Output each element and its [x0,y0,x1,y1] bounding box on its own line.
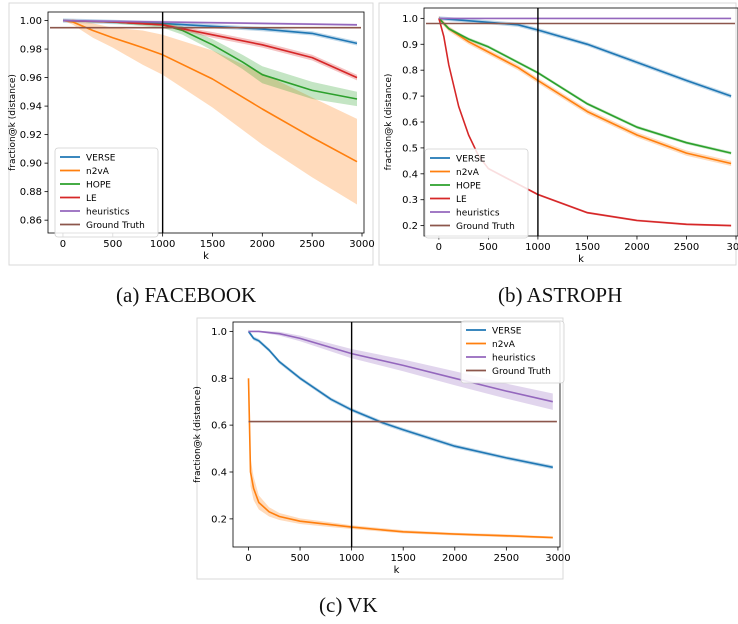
caption-facebook: (a) FACEBOOK [116,283,257,307]
x-tick-label: 1000 [339,553,364,564]
x-tick-label: 1000 [150,239,175,250]
legend-entry: Ground Truth [492,367,551,377]
x-axis-label: k [394,565,400,576]
x-tick-label: 1500 [200,239,225,250]
x-axis-label: k [578,254,584,265]
y-tick-label: 0.86 [20,216,42,227]
x-tick-label: 2500 [299,239,324,250]
y-axis-label: fraction@k (distance) [384,74,394,171]
legend: VERSE n2vA HOPE LE heuristics Ground Truth [424,148,529,239]
caption-vk: (c) VK [319,593,378,617]
y-tick-label: 0.6 [211,421,227,432]
y-tick-label: 0.94 [20,102,42,113]
y-tick-label: 0.6 [402,118,418,129]
legend-entry: VERSE [456,155,486,165]
chart-vk: 0 500 1000 1500 2000 2500 3000 0.2 0.4 0.6 0.8 1.0 k… [193,317,571,580]
chart-facebook: 0 500 1000 1500 2000 2500 3000 0.86 0.88 0.90 0.92… [8,2,375,266]
x-tick-label: 300 [726,242,738,253]
legend-entry: LE [456,195,467,205]
series-line-hope [438,17,732,154]
y-tick-label: 1.0 [402,14,418,25]
x-tick-label: 1000 [525,242,550,253]
series-band-hope [63,20,357,107]
x-tick-label: 3000 [349,239,374,250]
series-band-heuristics [248,330,553,410]
figure-frame [196,317,564,580]
y-axis-label: fraction@k (distance) [193,386,203,483]
x-tick-label: 500 [291,553,310,564]
x-tick-label: 2000 [250,239,275,250]
legend-entry: LE [86,194,97,204]
y-tick-label: 0.90 [20,159,42,170]
y-tick-label: 1.0 [211,327,227,338]
figure-frame [378,2,737,266]
legend: VERSE n2vA HOPE LE heuristics Ground Truth [54,147,159,238]
y-tick-label: 1.00 [20,16,42,27]
legend-entry: heuristics [492,354,536,364]
y-tick-label: 0.2 [211,514,227,525]
x-tick-label: 0 [436,242,442,253]
x-tick-label: 500 [479,242,498,253]
x-tick-label: 0 [60,239,66,250]
y-tick-label: 0.88 [20,187,42,198]
series-line-heuristics [62,19,358,26]
series-line-n2va [247,378,553,539]
x-tick-label: 2000 [624,242,649,253]
y-tick-label: 0.92 [20,130,42,141]
y-tick-label: 0.8 [211,374,227,385]
legend-entry: Ground Truth [456,222,515,232]
series-band-verse [438,16,732,99]
legend-entry: Ground Truth [86,221,145,231]
x-tick-label: 1500 [390,553,415,564]
x-tick-label: 2000 [442,553,467,564]
x-tick-label: 2500 [674,242,699,253]
series-line-verse [247,330,553,469]
y-tick-label: 0.5 [402,143,418,154]
x-axis-label: k [203,251,209,262]
legend-entry: n2vA [86,167,110,177]
x-tick-label: 1500 [575,242,600,253]
series-line-n2va [438,17,732,165]
axes-frame [47,11,365,234]
y-tick-label: 0.98 [20,45,42,56]
y-tick-label: 0.7 [402,92,418,103]
legend-entry: n2vA [492,340,516,350]
legend-entry: n2vA [456,168,480,178]
legend-entry: heuristics [456,209,500,219]
x-tick-label: 2500 [494,553,519,564]
chart-astroph: 0 500 1000 1500 2000 2500 300 0.2 0.3 0.4 0.5 0.6 0.… [378,2,738,266]
y-axis-label: fraction@k (distance) [8,74,18,171]
x-tick-label: 500 [103,239,122,250]
legend-entry: HOPE [86,181,111,191]
y-tick-label: 0.96 [20,73,42,84]
series-band-n2va [63,19,357,205]
legend-entry: VERSE [492,327,522,337]
x-tick-label: 0 [245,553,251,564]
legend-entry: VERSE [86,154,116,164]
y-tick-label: 0.2 [402,221,418,232]
y-tick-label: 0.9 [402,40,418,51]
caption-astroph: (b) ASTROPH [498,283,623,307]
y-tick-label: 0.4 [211,468,227,479]
legend: VERSE n2vA heuristics Ground Truth [460,320,565,384]
legend-entry: heuristics [86,208,130,218]
series-band-le [63,20,357,81]
y-tick-label: 0.8 [402,66,418,77]
series-line-n2va [62,19,358,163]
series-band-hope [438,16,732,155]
legend-entry: HOPE [456,182,481,192]
axes-frame [232,321,561,548]
figure-frame [8,2,374,266]
y-tick-label: 0.4 [402,169,418,180]
y-tick-label: 0.3 [402,195,418,206]
series-line-verse [438,17,732,97]
x-tick-label: 3000 [545,553,570,564]
